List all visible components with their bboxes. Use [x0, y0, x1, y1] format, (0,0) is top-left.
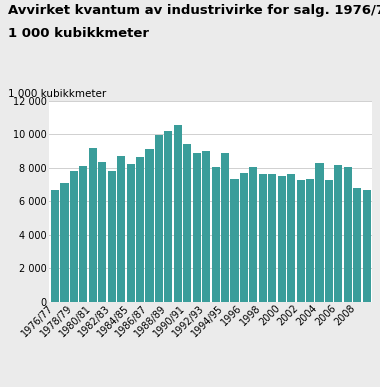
- Text: 1 000 kubikkmeter: 1 000 kubikkmeter: [8, 89, 106, 99]
- Bar: [212, 167, 220, 302]
- Bar: [221, 152, 229, 302]
- Bar: [287, 173, 295, 302]
- Bar: [353, 188, 361, 302]
- Bar: [51, 190, 59, 302]
- Bar: [240, 173, 248, 302]
- Bar: [249, 167, 257, 302]
- Bar: [202, 151, 210, 302]
- Bar: [98, 162, 106, 302]
- Bar: [278, 176, 286, 302]
- Bar: [344, 167, 352, 302]
- Bar: [268, 173, 276, 302]
- Bar: [325, 180, 333, 302]
- Bar: [136, 157, 144, 302]
- Bar: [108, 171, 116, 302]
- Bar: [146, 149, 154, 302]
- Bar: [89, 147, 97, 302]
- Bar: [174, 125, 182, 302]
- Bar: [363, 190, 371, 302]
- Bar: [231, 179, 239, 302]
- Bar: [315, 163, 323, 302]
- Bar: [259, 173, 267, 302]
- Bar: [183, 144, 191, 302]
- Text: 1 000 kubikkmeter: 1 000 kubikkmeter: [8, 27, 149, 40]
- Text: Avvirket kvantum av industrivirke for salg. 1976/77-2009*.: Avvirket kvantum av industrivirke for sa…: [8, 4, 380, 17]
- Bar: [155, 135, 163, 302]
- Bar: [117, 156, 125, 302]
- Bar: [193, 153, 201, 302]
- Bar: [306, 180, 314, 302]
- Bar: [334, 165, 342, 302]
- Bar: [297, 180, 305, 302]
- Bar: [165, 131, 173, 302]
- Bar: [70, 171, 78, 302]
- Bar: [79, 166, 87, 302]
- Bar: [60, 183, 68, 302]
- Bar: [127, 163, 135, 302]
